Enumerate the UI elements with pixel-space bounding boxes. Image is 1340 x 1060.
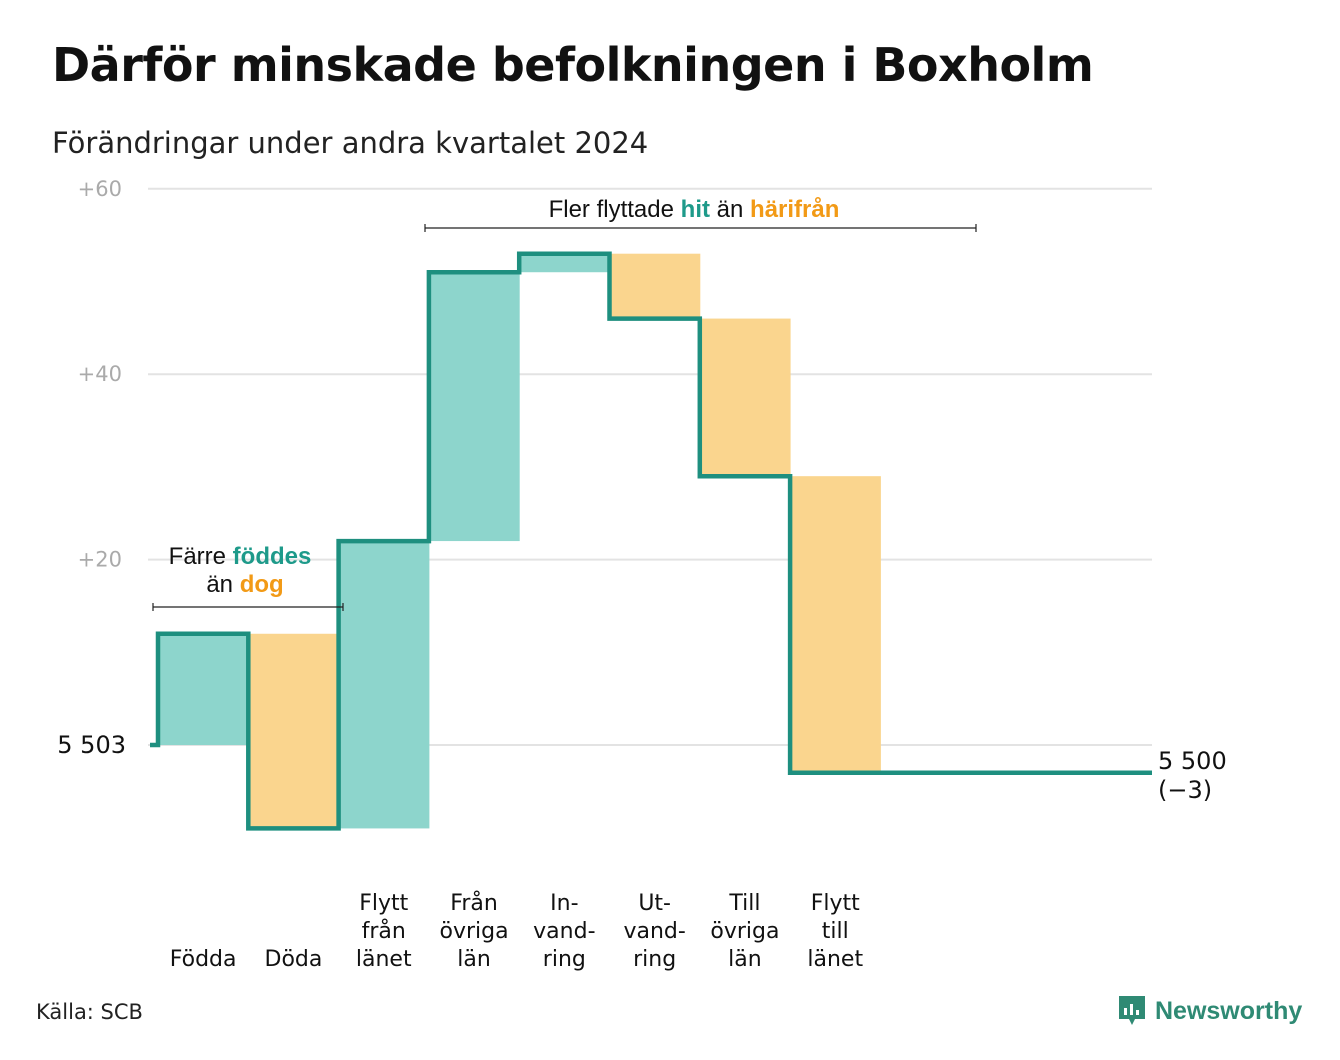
brand-logo: Newsworthy bbox=[1117, 994, 1302, 1028]
annotation-text: än bbox=[717, 196, 744, 223]
annotation-text: Färre bbox=[169, 543, 226, 570]
source-note: Källa: SCB bbox=[36, 1000, 143, 1024]
start-value-label: 5 503 bbox=[57, 731, 126, 759]
y-tick-label: +20 bbox=[78, 548, 122, 572]
category-label: länet bbox=[356, 947, 412, 972]
annotation-migration: Fler flyttade hit än härifrån bbox=[424, 196, 977, 232]
step-line bbox=[150, 251, 1152, 831]
end-value-label: 5 500 bbox=[1158, 747, 1227, 775]
bar-increase bbox=[158, 633, 249, 745]
cumulative-step-line bbox=[150, 251, 1152, 831]
category-label: län bbox=[457, 947, 491, 972]
category-label: från bbox=[362, 918, 406, 944]
category-label: ring bbox=[543, 947, 586, 972]
bar-increase bbox=[428, 272, 520, 542]
category-label: Födda bbox=[170, 947, 237, 972]
chart-bubble-icon bbox=[1119, 996, 1145, 1025]
svg-text:Färre föddes: Färre föddes bbox=[169, 543, 312, 570]
y-tick-label: +60 bbox=[78, 177, 122, 201]
category-label: övriga bbox=[710, 919, 779, 944]
brand-name: Newsworthy bbox=[1155, 996, 1303, 1025]
category-label: vand- bbox=[533, 919, 595, 944]
category-label: In- bbox=[550, 891, 578, 916]
category-label: länet bbox=[807, 947, 863, 972]
bars bbox=[158, 253, 881, 829]
y-tick-label: +40 bbox=[78, 362, 122, 386]
end-change-label: (−3) bbox=[1158, 776, 1212, 804]
category-label: Döda bbox=[265, 947, 323, 972]
category-label: vand- bbox=[623, 919, 685, 944]
category-label: Ut- bbox=[638, 891, 671, 916]
category-label: län bbox=[728, 947, 762, 972]
category-label: till bbox=[822, 919, 849, 944]
chart-title: Därför minskade befolkningen i Boxholm bbox=[52, 38, 1094, 92]
bar-decrease bbox=[248, 633, 340, 829]
annotation-births-deaths: Färre föddes än dog bbox=[152, 543, 344, 611]
bar-decrease bbox=[609, 253, 701, 319]
category-label: Från bbox=[450, 890, 498, 916]
annotation-text: än bbox=[206, 571, 233, 598]
annotation-highlight-orange: härifrån bbox=[750, 196, 839, 223]
bar-decrease bbox=[790, 476, 881, 773]
annotation-highlight-orange: dog bbox=[240, 571, 284, 598]
bar-decrease bbox=[699, 318, 791, 477]
category-label: ring bbox=[633, 947, 676, 972]
waterfall-chart: +20+40+60 Födda DödaFlyttfrånlänetFrånövr… bbox=[57, 177, 1226, 972]
labels: Födda DödaFlyttfrånlänetFrånövrigalänIn-v… bbox=[57, 731, 1226, 972]
category-label: Flytt bbox=[359, 891, 408, 916]
svg-text:än dog: än dog bbox=[206, 571, 283, 598]
bar-increase bbox=[519, 253, 610, 273]
svg-text:Fler flyttade hit: Fler flyttade hit än härifrån bbox=[549, 196, 840, 223]
category-label: Flytt bbox=[811, 891, 860, 916]
category-label: övriga bbox=[440, 919, 509, 944]
annotation-highlight-teal: hit bbox=[681, 196, 710, 223]
annotation-highlight-teal: föddes bbox=[233, 543, 312, 570]
annotation-text: Fler flyttade bbox=[549, 196, 674, 223]
bar-increase bbox=[338, 541, 430, 829]
chart-subtitle: Förändringar under andra kvartalet 2024 bbox=[52, 126, 649, 160]
category-label: Till bbox=[728, 891, 760, 916]
